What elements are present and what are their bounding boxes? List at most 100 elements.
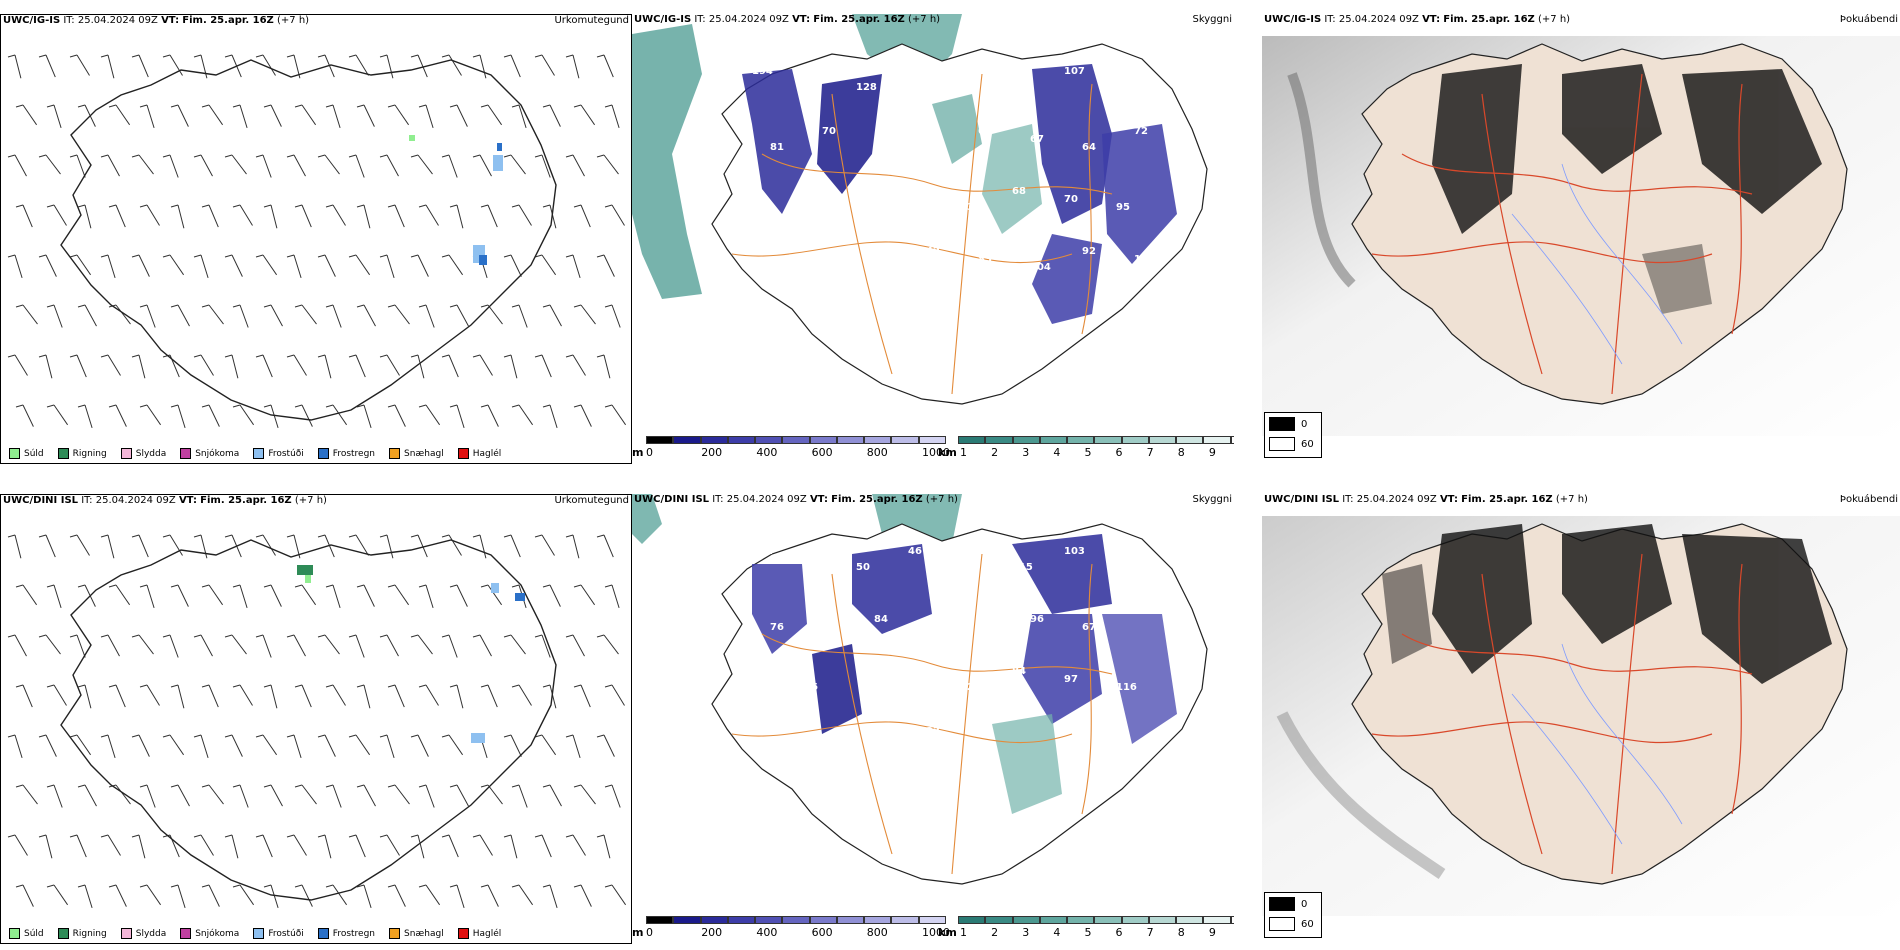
wind-barb [325,404,348,426]
panel-label-precip-type-top: Úrkomutegund [554,15,629,26]
panel-title-bottom-1: UWC/DINI ISL IT: 25.04.2024 09Z VT: Fim.… [3,495,327,506]
wind-barb [573,304,596,325]
wind-barb [565,254,581,279]
wind-barb [356,584,375,607]
fog-index-panel-bottom: UWC/DINI ISL IT: 25.04.2024 09Z VT: Fim.… [1262,494,1900,944]
colorbar-km-tick: 3 [1022,926,1030,939]
precip-legend-item: Súld [9,448,44,459]
wind-barb [131,634,154,655]
visibility-value-label: 70 [1064,194,1078,205]
panel-title-bottom-3: UWC/DINI ISL IT: 25.04.2024 09Z VT: Fim.… [1264,494,1588,505]
wind-barb [387,204,405,228]
wind-barb [263,784,283,807]
wind-barb [139,104,155,129]
wind-barb [356,404,372,429]
visibility-value-label: 90 [856,314,870,325]
wind-barb [449,304,469,327]
colorbar-m-tick: 0 [646,446,653,459]
wind-barb [379,734,395,759]
panel-title-top-2: UWC/IG-IS IT: 25.04.2024 09Z VT: Fim. 25… [634,14,941,25]
wind-barb [255,54,276,76]
wind-barb [232,784,249,808]
wind-barb [46,684,67,706]
colorbar-km-segment [1148,436,1177,444]
visibility-value-label: 131 [1012,82,1033,93]
wind-barb [162,54,183,76]
wind-barb [232,204,253,226]
wind-barb [193,534,208,559]
visibility-value-label: 83 [978,254,992,265]
wind-barb [511,784,528,808]
colorbar-m-segment [918,436,946,444]
wind-barb [108,884,127,907]
visibility-low-areas-bottom [752,534,1177,814]
wind-barb [348,254,371,276]
colorbar-m-segment [918,916,946,924]
wind-barb [77,884,93,909]
visibility-value-label: 126 [978,606,999,617]
wind-barb [193,734,209,759]
wind-barb [441,734,464,756]
visibility-value-label: 67 [804,202,818,213]
wind-barb [449,204,464,229]
colorbar-km-unit: km [938,926,957,939]
visibility-value-label: 88 [770,726,784,737]
wind-barb [604,304,621,328]
wind-barb [534,834,552,858]
visibility-value-label: 42 [926,246,940,257]
precip-legend-item: Haglél [457,448,501,459]
colorbar-km-tick: 7 [1146,446,1154,459]
wind-barb [410,354,425,379]
wind-barb [480,684,498,708]
precip-spots-bottom [297,565,525,743]
wind-barb [596,54,614,78]
wind-barb [317,354,332,379]
colorbar-km-segment [985,916,1013,924]
wind-barb [201,304,224,325]
wind-barb [573,884,592,907]
visibility-value-label: 82 [822,254,836,265]
visibility-value-label: 72 [960,306,974,317]
precip-legend-swatch [457,448,469,459]
wind-barb [449,684,464,709]
visibility-value-label: 98 [908,194,922,205]
wind-barb [38,534,56,558]
wind-barb [418,684,439,706]
wind-barb [379,54,394,79]
colorbar-m-segment [673,916,701,924]
wind-barb [286,254,302,279]
visibility-value-label: 70 [822,126,836,137]
colorbar-km-tick: 9 [1208,926,1216,939]
wind-barb [224,154,247,175]
visibility-value-label: 126 [960,682,981,693]
fog-rivers-top [1511,163,1683,365]
wind-barb [263,204,278,229]
wind-barb [255,634,272,658]
precip-legend-label: Snæhagl [404,448,444,459]
colorbar-m-segment [864,436,892,444]
wind-barb [77,204,92,229]
panel-label-fog-top: Þokuábendi [1839,14,1898,25]
colorbar-km-segment [1067,916,1095,924]
wind-barb [542,584,561,607]
visibility-value-label: 128 [856,82,877,93]
wind-barb [511,404,534,426]
wind-barb [7,834,28,856]
wind-barb [410,54,428,78]
wind-barb [139,584,155,609]
wind-barb [387,404,406,427]
wind-barb [511,684,532,706]
wind-barb [480,304,503,325]
wind-barb [449,884,465,909]
colorbar-km-tick: 2 [991,926,999,939]
wind-barb [565,354,586,376]
colorbar-m-segment [782,436,810,444]
visibility-value-label: 10 [804,306,818,317]
colorbar-km-segment [1067,436,1095,444]
precip-legend-item: Snæhagl [389,928,444,939]
visibility-value-label: 116 [1116,682,1137,693]
visibility-value-label: 63 [926,142,940,153]
wind-barb [294,104,317,126]
iceland-coastline-top [60,59,557,421]
wind-barb [232,104,248,129]
